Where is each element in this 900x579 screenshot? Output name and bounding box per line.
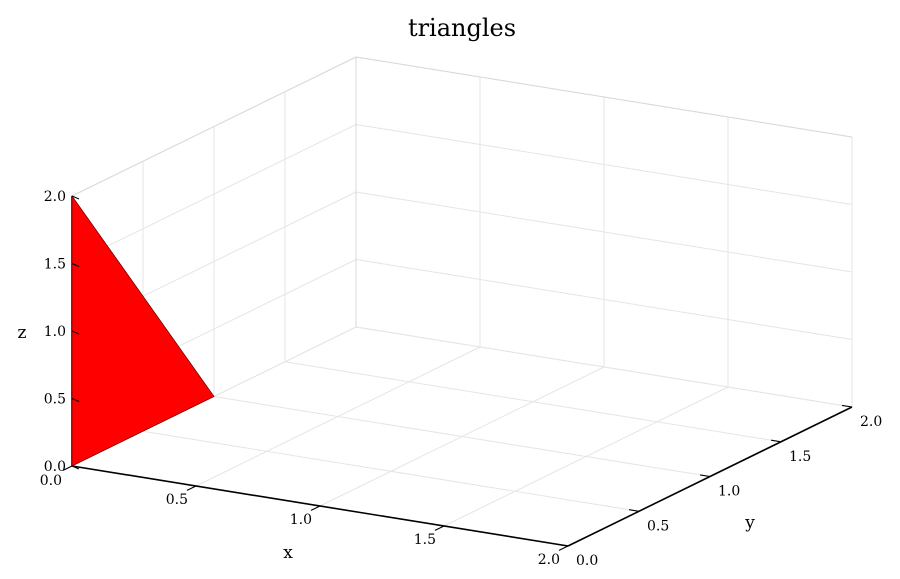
grid-line-back-z xyxy=(71,124,357,264)
x-tick-label: 1.5 xyxy=(414,532,436,548)
box-edge xyxy=(71,56,357,197)
grid-line-side-z xyxy=(355,259,853,340)
grid-line-floor-x xyxy=(319,366,605,507)
y-tick-mark xyxy=(700,474,711,478)
z-tick-mark xyxy=(71,465,80,470)
ticks-layer: 0.0 0.5 1.0 1.5 2.0 0.0 0.5 1.0 1.5 2.0 0.0 0.5 1.0 1… xyxy=(40,189,883,569)
chart-title: triangles xyxy=(408,14,516,42)
y-tick-mark xyxy=(771,439,782,443)
x-tick-mark xyxy=(310,505,321,511)
grid-line-side-z xyxy=(355,326,853,408)
z-tick-label: 2.0 xyxy=(44,189,66,205)
z-tick-mark xyxy=(71,195,80,200)
x-tick-mark xyxy=(558,545,569,551)
y-tick-label: 0.5 xyxy=(647,518,669,534)
z-tick-mark xyxy=(71,330,80,335)
z-tick-label: 0.5 xyxy=(44,392,66,408)
x-tick-label: 0.0 xyxy=(40,473,62,489)
y-tick-label: 1.5 xyxy=(789,449,811,465)
y-tick-mark xyxy=(629,509,640,512)
y-axis-title: y xyxy=(744,513,755,533)
z-tick-label: 1.5 xyxy=(44,257,66,273)
y-tick-label: 0.0 xyxy=(576,553,598,569)
grid-line-side-z xyxy=(355,124,853,205)
x-tick-mark xyxy=(62,465,73,471)
y-tick-label: 1.0 xyxy=(718,484,740,500)
x-tick-label: 2.0 xyxy=(538,552,560,568)
x-tick-mark xyxy=(186,485,197,491)
box-edge xyxy=(355,56,853,138)
surface-layer xyxy=(71,195,215,467)
y-tick-mark xyxy=(842,404,853,408)
z-tick-mark xyxy=(71,397,80,403)
grid-layer xyxy=(71,56,853,547)
grid-line-floor-x xyxy=(195,346,481,487)
x-axis-title: x xyxy=(283,543,293,563)
y-tick-label: 2.0 xyxy=(860,414,882,430)
z-axis-title: z xyxy=(18,323,27,343)
grid-line-side-z xyxy=(355,191,853,273)
z-tick-label: 1.0 xyxy=(44,324,66,340)
z-tick-mark xyxy=(71,262,80,268)
x-tick-label: 1.0 xyxy=(290,512,312,528)
z-tick-label: 0.0 xyxy=(44,459,66,475)
y-tick-mark xyxy=(558,543,569,547)
x-tick-mark xyxy=(434,525,445,531)
x-tick-label: 0.5 xyxy=(166,492,188,508)
grid-line-floor-x xyxy=(443,386,729,527)
